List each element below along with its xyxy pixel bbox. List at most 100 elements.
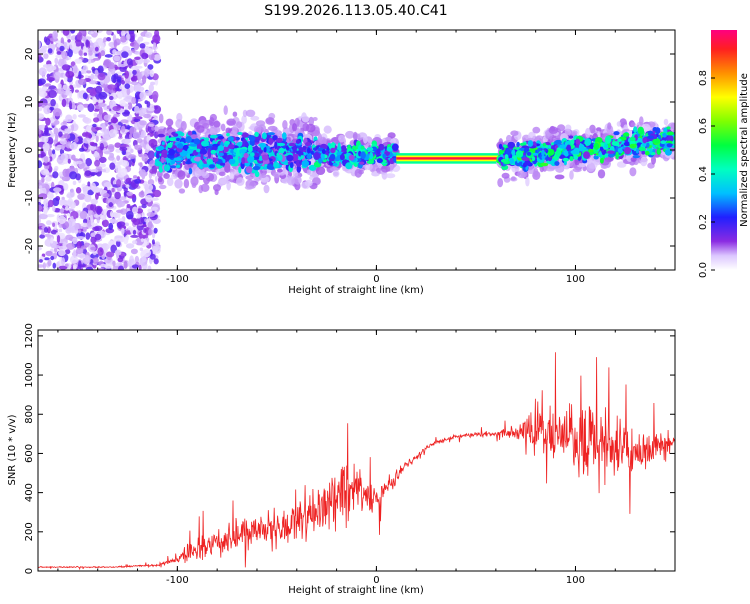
spectrogram-blob <box>150 70 154 77</box>
spectrogram-blob <box>78 50 82 56</box>
spectrogram-blob <box>96 207 101 215</box>
spectrogram-blob <box>265 117 274 125</box>
spectrogram-blob <box>233 112 238 117</box>
spectrogram-blob <box>140 169 147 177</box>
spectrogram-blob <box>239 149 247 153</box>
spectrogram-blob <box>569 170 574 180</box>
spectrogram-blob <box>43 105 51 114</box>
spectrogram-blob <box>278 154 283 161</box>
spectrogram-blob <box>51 123 57 126</box>
spectrogram-blob <box>274 141 277 149</box>
spectrogram-blob <box>277 169 283 173</box>
spectrogram-blob <box>131 249 138 255</box>
spectrogram-blob <box>120 159 123 163</box>
spectrogram-blob <box>532 127 540 134</box>
spectrogram-blob <box>164 164 170 171</box>
spectrogram-blob <box>296 139 300 144</box>
spectrogram-blob <box>71 226 75 232</box>
spectrogram-blob <box>133 132 141 139</box>
spectrogram-blob <box>38 78 46 84</box>
spectrogram-blob <box>52 206 55 212</box>
spectrogram-blob <box>65 235 73 241</box>
spectrogram-blob <box>69 171 77 179</box>
spectrogram-blob <box>134 179 141 184</box>
spectrogram-blob <box>63 121 67 125</box>
spectrogram-blob <box>382 154 386 159</box>
spectrogram-blob <box>219 172 226 177</box>
spectrogram-blob <box>147 266 151 273</box>
spectrogram-blob <box>116 210 123 213</box>
spectrogram-blob <box>127 125 130 130</box>
spectrogram-blob <box>73 249 76 258</box>
spectrogram-blob <box>525 177 529 187</box>
spectrogram-blob <box>163 173 170 179</box>
spectrogram-blob <box>106 37 111 41</box>
spectrogram-blob <box>338 135 345 143</box>
spectrogram-blob <box>90 247 96 250</box>
spectrogram-blob <box>77 254 86 258</box>
spectrogram-blob <box>86 232 91 239</box>
spectrogram-blob <box>170 165 176 168</box>
spectrogram-blob <box>39 214 48 220</box>
spectrogram-blob <box>72 114 76 120</box>
spectrogram-blob <box>125 139 131 144</box>
spectrogram-blob <box>88 31 94 34</box>
spectrogram-blob <box>250 152 255 157</box>
spectrogram-blob <box>202 164 209 168</box>
spectrogram-blob <box>71 155 76 161</box>
spectrogram-blob <box>65 206 69 211</box>
spectrogram-blob <box>155 241 160 246</box>
spectrogram-blob <box>130 149 133 153</box>
spectrogram-blob <box>68 159 71 164</box>
spectrogram-blob <box>41 169 49 176</box>
spectrogram-blob <box>59 46 64 52</box>
spectrogram-blob <box>292 123 297 131</box>
spectrogram-blob <box>132 240 137 244</box>
spectrogram-blob <box>108 223 113 230</box>
spectrogram-blob <box>86 70 91 73</box>
spectrogram-blob <box>533 168 538 177</box>
spectrogram-blob <box>44 130 49 136</box>
spectrogram-blob <box>142 75 146 84</box>
spectrogram-blob <box>137 138 143 143</box>
spectrogram-blob <box>126 184 130 188</box>
spectrogram-blob <box>85 255 89 262</box>
spectrogram-blob <box>149 169 157 174</box>
spectrogram-blob <box>196 149 200 153</box>
spectrogram-blob <box>109 163 115 170</box>
spectrogram-blob <box>65 264 69 267</box>
spectrogram-blob <box>95 234 102 241</box>
spectrogram-blob <box>53 108 62 116</box>
spectrogram-blob <box>87 181 90 186</box>
spectrogram-blob <box>77 32 83 41</box>
spectrogram-blob <box>123 237 128 245</box>
spectrogram-blob <box>95 127 102 130</box>
spectrogram-blob <box>125 83 131 89</box>
spectrogram-blob <box>126 192 133 196</box>
spectrogram-blob <box>168 149 175 156</box>
spectrogram-blob <box>119 64 126 67</box>
spectrogram-blob <box>83 186 88 195</box>
spectrogram-blob <box>46 64 53 72</box>
spectrogram-blob <box>147 108 155 111</box>
spectrogram-blob <box>148 229 152 236</box>
spectrogram-blob <box>55 134 58 142</box>
spectrogram-blob <box>61 257 65 265</box>
spectrogram-blob <box>63 28 70 36</box>
spectrogram-blob <box>279 148 285 154</box>
spectrogram-blob <box>41 147 44 155</box>
spectrogram-blob <box>132 70 137 75</box>
spectrogram-blob <box>330 148 335 153</box>
spectrogram-blob <box>226 119 236 126</box>
spectrogram-blob <box>44 207 48 214</box>
spectrogram-blob <box>44 136 49 142</box>
spectrogram-blob <box>142 108 146 113</box>
spectrogram-blob <box>126 211 134 220</box>
spectrogram-blob <box>61 144 65 150</box>
spectrogram-blob <box>60 209 64 213</box>
spectrogram-blob <box>134 57 141 60</box>
spectrogram-blob <box>221 124 226 132</box>
spectrogram-blob <box>218 153 224 157</box>
spectrogram-blob <box>77 104 84 111</box>
spectrogram-blob <box>159 185 167 189</box>
